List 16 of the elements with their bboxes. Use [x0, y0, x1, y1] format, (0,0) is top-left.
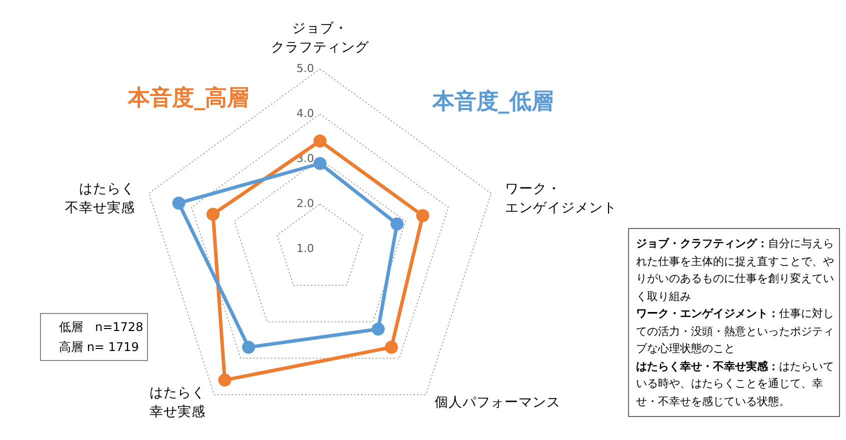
y-tick-label: 4.0 [296, 107, 314, 120]
text: 本音度_高層 [127, 84, 250, 111]
text: ジョブ・クラフティング：自分に与えられた仕事を主体的に捉え直すことで、やりがいのあるものに仕事を創り変えていく取り組み [636, 236, 835, 304]
spoke-label: はたらく幸せ実感 [150, 384, 206, 420]
spoke-label: はたらく不幸せ実感 [65, 180, 136, 216]
spoke-label: 個人パフォーマンス [434, 394, 560, 410]
text: 高層 n= 1719 [59, 339, 140, 356]
y-tick-label: 1.0 [296, 242, 314, 255]
spoke-label: ワーク・エンゲイジメント [504, 180, 617, 216]
text: はたらく幸せ・不幸せ実感：はたらいている時や、はたらくことを通じて、幸せ・不幸せを感じている状態。 [636, 358, 835, 410]
spoke-label: ジョブ・クラフティング [271, 20, 370, 56]
y-tick-label: 2.0 [296, 197, 314, 210]
text: 本音度_低層 [431, 88, 554, 114]
text: 低層 n=1728 [59, 319, 144, 336]
text: ワーク・エンゲイジメント：仕事に対しての活力・没頭・熱意といったポジティブな心理状態のこと [636, 306, 835, 357]
y-tick-label: 5.0 [296, 62, 314, 75]
